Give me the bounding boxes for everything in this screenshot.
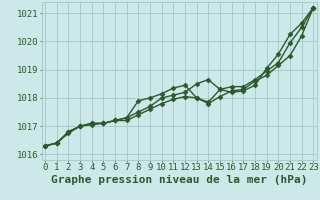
X-axis label: Graphe pression niveau de la mer (hPa): Graphe pression niveau de la mer (hPa) [51, 175, 308, 185]
